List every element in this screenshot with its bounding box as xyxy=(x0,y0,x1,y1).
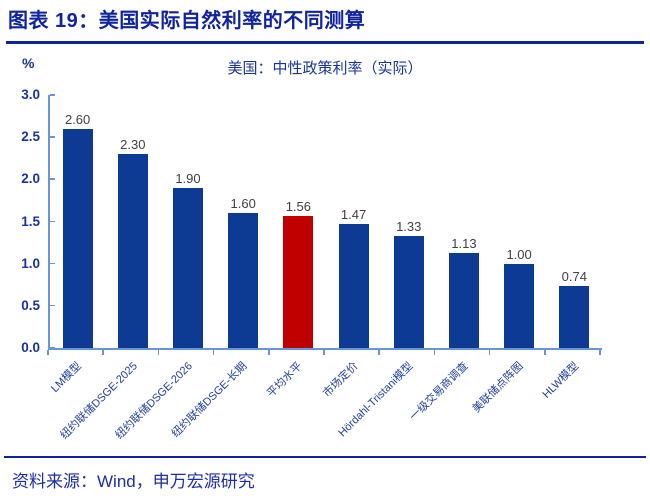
bar xyxy=(62,128,93,348)
bar-group: 2.60 xyxy=(50,95,105,348)
bar xyxy=(117,154,148,348)
bar-value-label: 1.90 xyxy=(175,170,201,186)
y-axis-tick-label: 1.0 xyxy=(21,255,40,271)
bar xyxy=(504,263,535,348)
bar-group: 1.33 xyxy=(381,95,436,348)
x-axis-tick xyxy=(378,350,380,355)
bar-highlight xyxy=(283,216,314,348)
bar xyxy=(228,213,259,348)
y-axis-tick-label: 0.0 xyxy=(21,340,40,355)
bar-value-label: 1.60 xyxy=(230,196,256,212)
y-axis-tick-label: 0.5 xyxy=(21,297,40,313)
x-axis-tick xyxy=(488,350,491,355)
bar-group: 1.13 xyxy=(436,95,491,348)
y-axis-tick xyxy=(50,347,55,349)
x-axis-tick xyxy=(212,350,215,355)
bar xyxy=(559,285,590,348)
bar xyxy=(448,252,479,348)
x-axis-tick xyxy=(433,350,436,355)
y-axis-tick xyxy=(50,220,55,222)
chart-title: 美国：中性政策利率（实际） xyxy=(227,60,423,77)
y-axis-tick xyxy=(50,136,55,138)
y-axis-unit-label: % xyxy=(22,55,35,71)
x-axis-labels: LM模型 纽约联储DSGE-2025 纽约联储DSGE-2026 纽约联储DSGE-长… xyxy=(47,350,601,456)
y-axis-tick xyxy=(50,304,55,307)
x-axis-tick xyxy=(102,350,104,355)
bar-group: 1.60 xyxy=(216,95,271,348)
plot-area: 2.60 2.30 1.90 1.60 1.56 1.47 1.33 1.13 1.00 0.74 xyxy=(48,94,602,350)
bar-value-label: 1.00 xyxy=(506,246,532,262)
bar xyxy=(172,187,203,348)
x-axis-label: 市场定价 xyxy=(320,360,361,400)
bar-value-label: 2.30 xyxy=(120,137,146,153)
figure-header: 图表 19：美国实际自然利率的不同测算 xyxy=(6,0,644,44)
x-axis-tick xyxy=(599,350,601,355)
figure-footer: 资料来源：Wind，申万宏源研究 xyxy=(4,456,646,492)
bar-value-label: 0.74 xyxy=(561,268,587,284)
bar-value-label: 2.60 xyxy=(64,111,91,127)
y-axis-tick-label: 2.0 xyxy=(21,171,40,187)
y-axis-tick xyxy=(50,94,55,96)
bar-value-label: 1.47 xyxy=(340,207,367,223)
y-axis-tick xyxy=(50,178,55,180)
y-axis-tick-label: 2.5 xyxy=(21,129,40,145)
x-axis-label: LM模型 xyxy=(49,360,85,395)
bar-group: 1.47 xyxy=(326,95,381,348)
x-axis-label: HLW模型 xyxy=(540,360,582,401)
bar-group: 1.00 xyxy=(492,95,547,348)
x-axis-label: 平均水平 xyxy=(265,360,306,400)
source-note: 资料来源：Wind，申万宏源研究 xyxy=(12,472,255,491)
y-axis-tick-label: 1.5 xyxy=(21,213,40,229)
bar xyxy=(393,235,424,348)
bar-group: 2.30 xyxy=(105,95,160,348)
bar-group: 1.90 xyxy=(160,95,215,348)
figure-title: 图表 19：美国实际自然利率的不同测算 xyxy=(8,10,366,32)
bar-group: 1.56 xyxy=(271,95,326,348)
bar-value-label: 1.56 xyxy=(285,199,311,215)
x-axis-tick xyxy=(323,350,325,355)
x-axis-label: 美联储点阵图 xyxy=(470,360,526,416)
x-axis-tick xyxy=(544,350,546,355)
bar-value-label: 1.13 xyxy=(451,235,477,251)
bar xyxy=(338,224,369,348)
bar-group: 0.74 xyxy=(547,95,602,348)
y-axis-tick-label: 3.0 xyxy=(21,87,40,102)
x-axis-tick xyxy=(157,350,160,355)
bar-chart: % 美国：中性政策利率（实际） 2.60 2.30 1.90 1.60 1.56 1.47… xyxy=(0,44,650,456)
y-axis-tick xyxy=(50,262,55,265)
bar-value-label: 1.33 xyxy=(396,218,422,234)
x-axis-tick xyxy=(47,350,49,355)
x-axis-tick xyxy=(268,350,270,355)
